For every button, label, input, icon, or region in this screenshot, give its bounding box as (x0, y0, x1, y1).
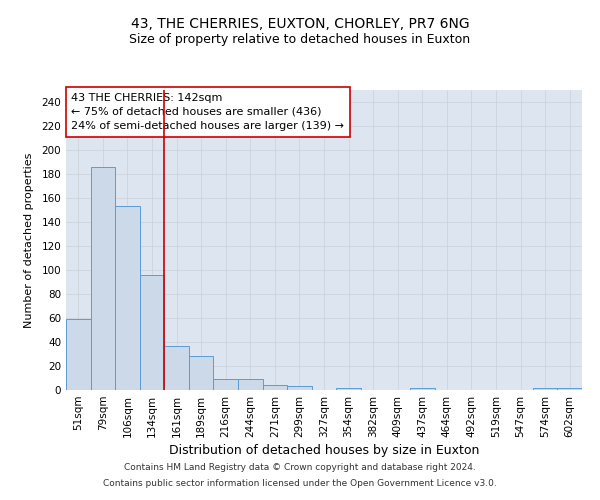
Bar (214, 379, 238, 390)
Bar (91, 167, 115, 390)
Y-axis label: Number of detached properties: Number of detached properties (25, 152, 34, 328)
Text: Contains public sector information licensed under the Open Government Licence v3: Contains public sector information licen… (103, 478, 497, 488)
Bar (557, 388, 582, 390)
Bar (287, 386, 312, 390)
Bar (238, 379, 263, 390)
Bar (533, 388, 557, 390)
X-axis label: Distribution of detached houses by size in Euxton: Distribution of detached houses by size … (169, 444, 479, 457)
Bar (66, 319, 91, 390)
Text: Size of property relative to detached houses in Euxton: Size of property relative to detached ho… (130, 32, 470, 46)
Bar (263, 385, 287, 390)
Bar (115, 206, 140, 390)
Text: Contains HM Land Registry data © Crown copyright and database right 2024.: Contains HM Land Registry data © Crown c… (124, 464, 476, 472)
Bar (336, 388, 361, 390)
Bar (189, 356, 214, 390)
Text: 43, THE CHERRIES, EUXTON, CHORLEY, PR7 6NG: 43, THE CHERRIES, EUXTON, CHORLEY, PR7 6… (131, 18, 469, 32)
Bar (164, 346, 189, 390)
Bar (410, 388, 434, 390)
Text: 43 THE CHERRIES: 142sqm
← 75% of detached houses are smaller (436)
24% of semi-d: 43 THE CHERRIES: 142sqm ← 75% of detache… (71, 93, 344, 131)
Bar (140, 275, 164, 390)
